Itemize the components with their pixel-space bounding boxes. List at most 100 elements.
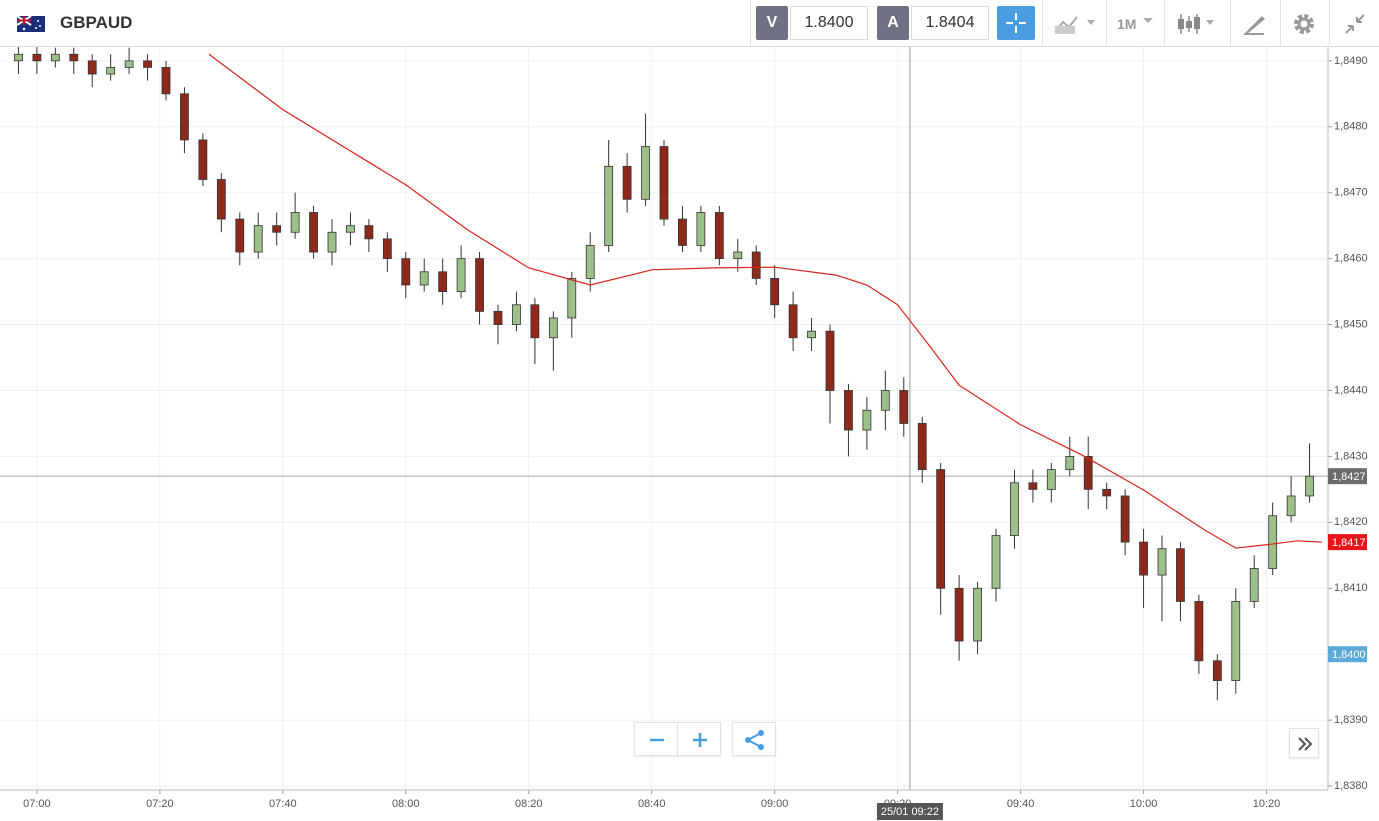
candle-body [14, 53, 23, 62]
candle-body [954, 587, 964, 642]
candle-body [899, 390, 909, 424]
candle-body [567, 278, 577, 319]
x-tick-label: 08:00 [392, 798, 420, 810]
ask-label[interactable]: A [877, 6, 909, 40]
candle-body [1157, 548, 1167, 576]
candle-body [825, 330, 835, 391]
candle-body [1102, 488, 1112, 497]
scroll-right-button[interactable] [1289, 728, 1319, 758]
candle-body [1139, 541, 1148, 576]
candle-body [272, 225, 282, 233]
candle-body [991, 535, 1001, 589]
candle-body [585, 245, 595, 279]
candle-body [604, 165, 614, 246]
chart-type-button[interactable] [1053, 12, 1099, 36]
flag-icon [17, 16, 45, 32]
separator [1164, 0, 1165, 47]
y-tick-label: 1,8470 [1334, 187, 1368, 199]
candle-body [50, 53, 60, 62]
candle-body [309, 212, 318, 253]
candle-body [512, 304, 521, 325]
x-tick-label: 08:40 [638, 798, 666, 810]
candle-body [1028, 482, 1038, 490]
candle-body [87, 60, 97, 75]
candle-body [493, 310, 503, 325]
bid-label[interactable]: V [756, 6, 788, 40]
x-tick-label: 07:00 [23, 798, 51, 810]
crosshair-button[interactable] [997, 6, 1035, 40]
caret [1143, 18, 1153, 23]
y-tick-label: 1,8390 [1334, 714, 1368, 726]
separator [1106, 0, 1107, 47]
candle-body [696, 212, 706, 246]
candle-body [253, 225, 263, 253]
draw-button[interactable] [1242, 12, 1266, 36]
candle-body [235, 218, 245, 253]
zoom-out-button[interactable] [634, 722, 678, 756]
symbol: GBPAUD [60, 13, 133, 32]
candle-body [678, 218, 687, 246]
y-tick-label: 1,8410 [1334, 582, 1368, 594]
bid-price-tag [1328, 646, 1367, 663]
collapse-button[interactable] [1343, 12, 1367, 36]
candle-body [106, 67, 116, 75]
candle-body [844, 390, 853, 431]
candle-body [973, 587, 982, 642]
candle-body [862, 409, 872, 431]
crosshair-time-label: 25/01 09:22 [881, 806, 939, 818]
candle-body [714, 212, 724, 260]
candle-body [456, 258, 466, 292]
candle-body [438, 271, 448, 292]
bid-price[interactable]: 1.8400 [790, 6, 868, 40]
y-tick-label: 1,8480 [1334, 121, 1368, 133]
candle-body [641, 146, 650, 200]
y-tick-label: 1,8430 [1334, 450, 1368, 462]
x-tick-label: 07:20 [146, 798, 174, 810]
candle-body [770, 278, 780, 306]
candle-body [917, 423, 927, 470]
candle-body [1231, 601, 1241, 681]
timeframe-button[interactable]: 1M [1117, 16, 1137, 32]
candle-body [401, 258, 411, 286]
separator [1329, 0, 1330, 47]
candle-body [530, 304, 540, 339]
candle-body [751, 251, 761, 279]
candle-body [788, 304, 798, 339]
y-tick-label: 1,8380 [1334, 780, 1368, 792]
candle-body [1286, 495, 1296, 517]
y-tick-label: 1,8490 [1334, 55, 1368, 67]
candle-body [548, 317, 558, 339]
x-tick-label: 10:20 [1253, 798, 1281, 810]
y-tick-label: 1,8450 [1334, 318, 1368, 330]
ask-price[interactable]: 1.8404 [911, 6, 989, 40]
zoom-in-button[interactable] [677, 722, 721, 756]
x-tick-label: 09:00 [761, 798, 789, 810]
candle-body [143, 60, 152, 68]
crosshair-time-tag [876, 803, 943, 820]
y-tick-label: 1,8420 [1334, 516, 1368, 528]
candle-body [1120, 495, 1130, 543]
candle-body [733, 251, 743, 260]
x-tick-label: 08:20 [515, 798, 543, 810]
crosshair-price-tag-label: 1,8427 [1332, 471, 1366, 483]
candle-body [419, 271, 429, 286]
candle-type-button[interactable] [1176, 12, 1222, 36]
candle-body [1194, 601, 1204, 662]
candle-body [807, 330, 816, 339]
x-tick-label: 07:40 [269, 798, 297, 810]
candle-body [1268, 515, 1278, 569]
settings-button[interactable] [1292, 12, 1316, 36]
candle-body [382, 238, 392, 260]
y-tick-label: 1,8440 [1334, 384, 1368, 396]
candle-body [216, 179, 226, 220]
moving-average-line [208, 53, 1322, 549]
candle-body [327, 231, 337, 253]
separator [1230, 0, 1231, 47]
separator [750, 0, 751, 47]
share-button[interactable] [732, 722, 776, 756]
separator [1042, 0, 1043, 47]
x-tick-label: 10:00 [1130, 798, 1158, 810]
candle-body [1249, 568, 1259, 602]
